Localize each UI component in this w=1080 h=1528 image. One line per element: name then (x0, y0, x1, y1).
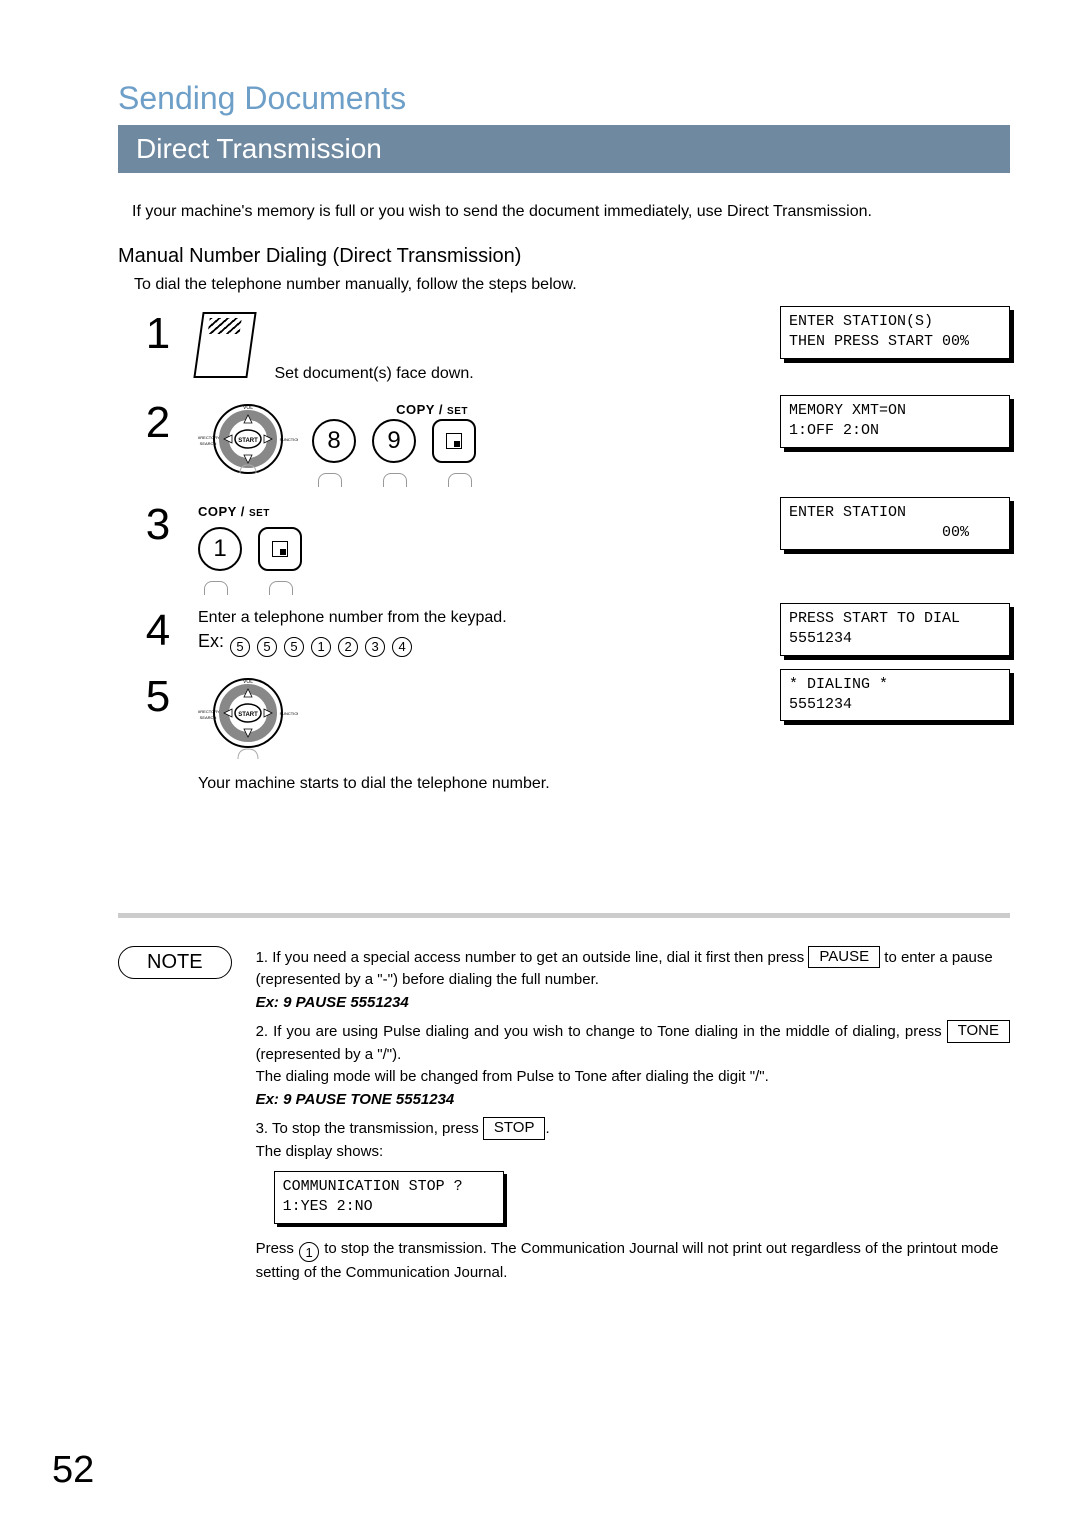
step-number: 4 (118, 603, 198, 653)
svg-text:DIRECTORY: DIRECTORY (198, 435, 220, 440)
subintro: To dial the telephone number manually, f… (134, 276, 1010, 294)
svg-text:SEARCH: SEARCH (200, 441, 217, 446)
svg-text:VOL: VOL (243, 679, 253, 685)
lcd-display-4: PRESS START TO DIAL 5551234 (780, 603, 1010, 656)
note-2-example: Ex: 9 PAUSE TONE 5551234 (256, 1091, 455, 1108)
lcd-display-1: ENTER STATION(S) THEN PRESS START 00% (780, 306, 1010, 359)
lcd-display-3: ENTER STATION 00% (780, 497, 1010, 550)
tone-key: TONE (947, 1020, 1010, 1043)
example-number: Ex: 5 5 5 1 2 3 4 (198, 631, 740, 657)
lcd-display-note: COMMUNICATION STOP ? 1:YES 2:NO (274, 1171, 504, 1224)
navigation-dial-start-icon: START VOL DIRECTORY SEARCH FUNCTION (198, 675, 298, 767)
keypad-button-1: 1 (198, 527, 242, 571)
note-item-1: 1. If you need a special access number t… (256, 946, 1010, 1015)
note-1-example: Ex: 9 PAUSE 5551234 (256, 994, 409, 1011)
keypad-digit-1-icon: 1 (299, 1242, 319, 1262)
set-button-icon (258, 527, 302, 571)
keypad-button-8: 8 (312, 419, 356, 463)
step-1: 1 Set document(s) face down. ENTER STATI… (118, 306, 1010, 383)
svg-text:FUNCTION: FUNCTION (280, 437, 298, 442)
svg-text:DIRECTORY: DIRECTORY (198, 709, 220, 714)
step-5-text: Your machine starts to dial the telephon… (198, 775, 740, 793)
note-item-2: 2. If you are using Pulse dialing and yo… (256, 1020, 1010, 1111)
step-3: 3 COPY / SET 1 ENTER STATION (118, 497, 1010, 591)
chapter-title: Sending Documents (118, 80, 1010, 117)
svg-text:START: START (238, 438, 258, 444)
step-1-text: Set document(s) face down. (274, 365, 473, 382)
section-title-bar: Direct Transmission (118, 125, 1010, 173)
subheading: Manual Number Dialing (Direct Transmissi… (118, 245, 1010, 268)
step-number: 2 (118, 395, 198, 445)
navigation-dial-icon: START VOL DIRECTORY SEARCH FUNCTION (198, 401, 298, 485)
pause-key: PAUSE (808, 946, 880, 969)
set-button-icon (432, 419, 476, 463)
press-finger-icon (269, 581, 293, 595)
svg-text:FUNCTION: FUNCTION (280, 711, 298, 716)
press-finger-icon (204, 581, 228, 595)
press-finger-icon (383, 473, 407, 487)
step-4: 4 Enter a telephone number from the keyp… (118, 603, 1010, 657)
step-number: 5 (118, 669, 198, 719)
note-body: 1. If you need a special access number t… (256, 946, 1010, 1291)
svg-text:START: START (238, 712, 258, 718)
lcd-display-5: * DIALING * 5551234 (780, 669, 1010, 722)
note-label: NOTE (118, 946, 232, 979)
step-4-text: Enter a telephone number from the keypad… (198, 609, 740, 627)
document-facedown-icon (193, 312, 256, 378)
lcd-display-2: MEMORY XMT=ON 1:OFF 2:ON (780, 395, 1010, 448)
svg-text:VOL: VOL (243, 405, 253, 411)
step-number: 1 (118, 306, 198, 356)
svg-text:SEARCH: SEARCH (200, 715, 217, 720)
note-item-3: 3. To stop the transmission, press STOP.… (256, 1117, 1010, 1285)
intro-text: If your machine's memory is full or you … (132, 203, 1010, 221)
page-number: 52 (52, 1449, 94, 1492)
steps-container: 1 Set document(s) face down. ENTER STATI… (118, 306, 1010, 793)
step-5: 5 START VOL DIRECTORY SEARCH FUNCTION (118, 669, 1010, 793)
stop-key: STOP (483, 1117, 546, 1140)
copy-set-label: COPY / SET (198, 504, 270, 519)
press-finger-icon (318, 473, 342, 487)
copy-set-label: COPY / SET (396, 402, 468, 417)
step-2: 2 START VOL DIRECTORY (118, 395, 1010, 485)
press-finger-icon (448, 473, 472, 487)
step-number: 3 (118, 497, 198, 547)
keypad-button-9: 9 (372, 419, 416, 463)
note-block: NOTE 1. If you need a special access num… (118, 913, 1010, 1291)
